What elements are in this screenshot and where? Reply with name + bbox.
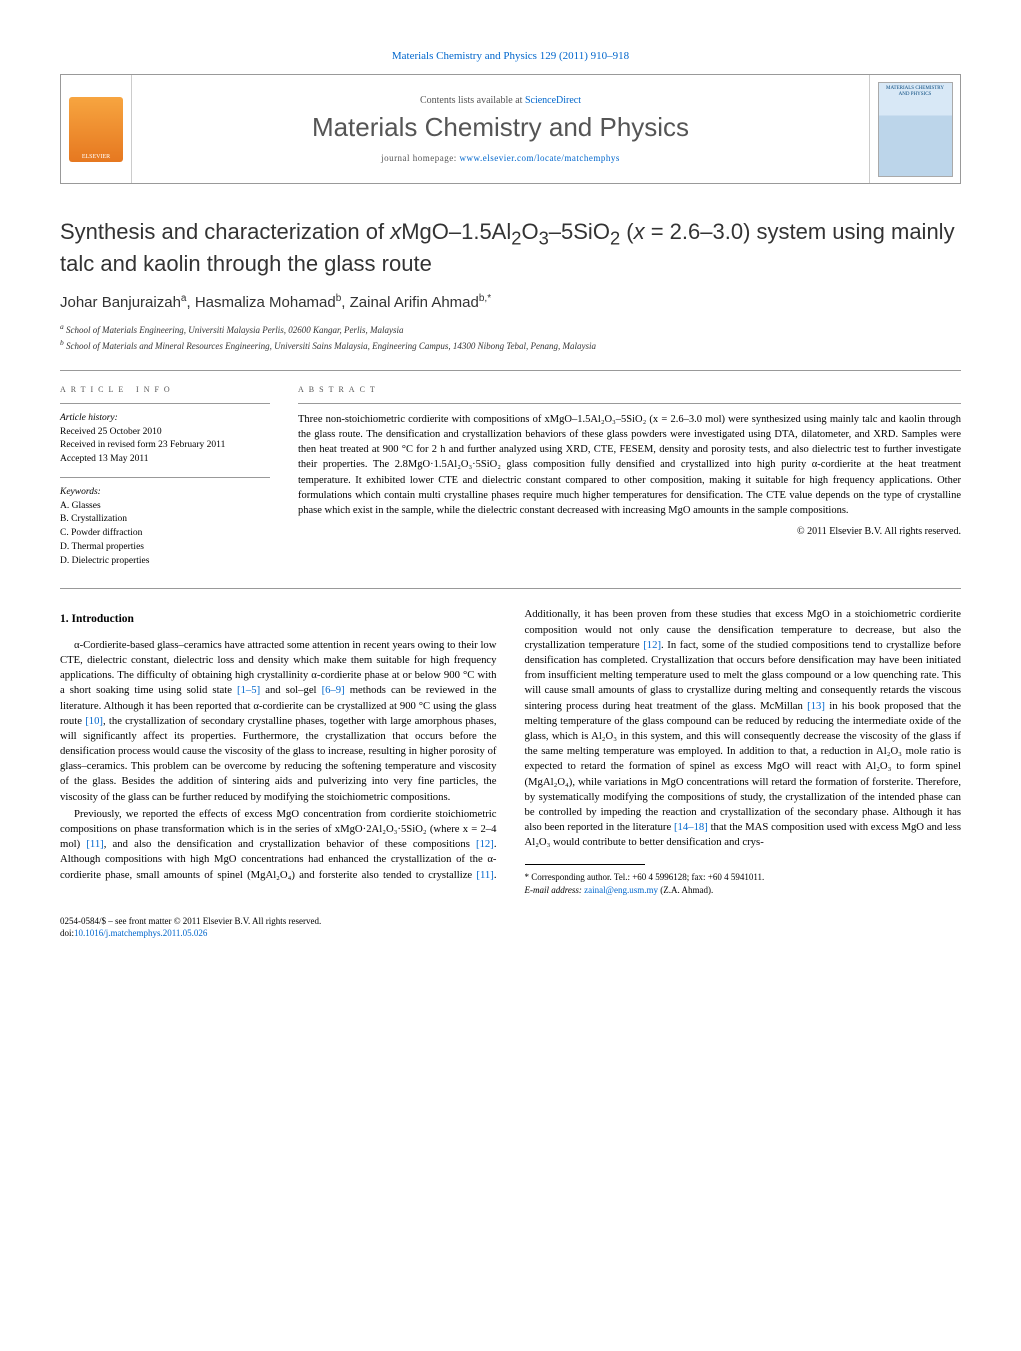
body-text: , the crystallization of secondary cryst… [60, 715, 497, 803]
journal-cover-thumbnail: MATERIALS CHEMISTRY AND PHYSICS [878, 82, 953, 177]
affiliation-text: School of Materials and Mineral Resource… [66, 341, 596, 351]
title-var-x: x [390, 219, 401, 244]
elsevier-logo: ELSEVIER [69, 97, 123, 162]
body-two-column: 1. Introduction α-Cordierite-based glass… [60, 607, 961, 896]
affiliations-block: a School of Materials Engineering, Unive… [60, 321, 961, 354]
keyword-item: A. Glasses [60, 500, 270, 514]
history-label: Article history: [60, 412, 270, 426]
authors-line: Johar Banjuraizaha, Hasmaliza Mohamadb, … [60, 293, 961, 311]
title-text: –5SiO [549, 219, 610, 244]
body-text: behavior of these compositions [326, 838, 476, 850]
date-revised: Received in revised form 23 February 201… [60, 439, 270, 453]
doi-line: doi:10.1016/j.matchemphys.2011.05.026 [60, 927, 961, 940]
divider [60, 477, 270, 478]
keyword-item: C. Powder diffraction [60, 527, 270, 541]
doi-link[interactable]: 10.1016/j.matchemphys.2011.05.026 [74, 928, 207, 938]
title-var-x: x [634, 219, 645, 244]
author-affil-marker: a [181, 293, 187, 304]
keyword-item: B. Crystallization [60, 513, 270, 527]
article-history: Article history: Received 25 October 201… [60, 412, 270, 467]
journal-title: Materials Chemistry and Physics [312, 112, 689, 143]
author-name: Hasmaliza Mohamad [195, 294, 336, 311]
corresponding-marker: * [487, 293, 491, 304]
abstract-header: abstract [298, 383, 961, 395]
keywords-label: Keywords: [60, 486, 270, 500]
corresponding-author-footnote: * Corresponding author. Tel.: +60 4 5996… [525, 871, 962, 896]
abstract-text: Three non-stoichiometric cordierite with… [298, 412, 961, 519]
title-sub: 2 [511, 227, 521, 248]
title-text: O [521, 219, 538, 244]
title-sub: 2 [610, 227, 620, 248]
divider [60, 370, 961, 371]
reference-link[interactable]: [10] [85, 715, 103, 727]
author-affil-marker: b [336, 293, 342, 304]
keyword-item: D. Dielectric properties [60, 555, 270, 569]
journal-header-box: ELSEVIER Contents lists available at Sci… [60, 74, 961, 184]
section-heading-introduction: 1. Introduction [60, 611, 497, 627]
email-name: (Z.A. Ahmad). [658, 885, 713, 895]
affiliation-text: School of Materials Engineering, Univers… [66, 325, 403, 335]
affiliation-b: b School of Materials and Mineral Resour… [60, 337, 961, 354]
corresponding-text: Corresponding author. Tel.: +60 4 599612… [529, 872, 764, 882]
page-footer: 0254-0584/$ – see front matter © 2011 El… [60, 915, 961, 940]
page-container: Materials Chemistry and Physics 129 (201… [0, 0, 1021, 980]
reference-link[interactable]: [11] [86, 838, 103, 850]
homepage-line: journal homepage: www.elsevier.com/locat… [381, 153, 620, 163]
article-title: Synthesis and characterization of xMgO–1… [60, 218, 961, 279]
article-info-column: article info Article history: Received 2… [60, 383, 270, 569]
sciencedirect-link[interactable]: ScienceDirect [525, 95, 581, 106]
divider [60, 588, 961, 589]
front-matter-line: 0254-0584/$ – see front matter © 2011 El… [60, 915, 961, 928]
cover-thumbnail-container: MATERIALS CHEMISTRY AND PHYSICS [870, 75, 960, 183]
abstract-column: abstract Three non-stoichiometric cordie… [298, 383, 961, 569]
article-info-header: article info [60, 383, 270, 395]
title-text: ( [620, 219, 633, 244]
title-text: MgO–1.5Al [401, 219, 511, 244]
homepage-prefix: journal homepage: [381, 153, 459, 163]
reference-link[interactable]: [11] [476, 869, 493, 881]
body-paragraph: α-Cordierite-based glass–ceramics have a… [60, 638, 497, 805]
reference-link[interactable]: [14–18] [674, 821, 708, 833]
contents-available-line: Contents lists available at ScienceDirec… [420, 95, 581, 106]
publisher-logo-container: ELSEVIER [61, 75, 131, 183]
footnote-separator [525, 864, 645, 865]
journal-citation-line: Materials Chemistry and Physics 129 (201… [60, 50, 961, 62]
affiliation-a: a School of Materials Engineering, Unive… [60, 321, 961, 338]
keyword-item: D. Thermal properties [60, 541, 270, 555]
reference-link[interactable]: [12] [643, 639, 661, 651]
author-name: Johar Banjuraizah [60, 294, 181, 311]
body-text: in his book proposed that the melting te… [525, 700, 962, 834]
corresponding-email-link[interactable]: zainal@eng.usm.my [584, 885, 658, 895]
header-center-panel: Contents lists available at ScienceDirec… [131, 75, 870, 183]
reference-link[interactable]: [6–9] [322, 684, 345, 696]
keywords-block: Keywords: A. Glasses B. Crystallization … [60, 486, 270, 569]
author-affil-marker: b, [479, 293, 487, 304]
info-abstract-row: article info Article history: Received 2… [60, 383, 961, 569]
divider [60, 403, 270, 404]
date-received: Received 25 October 2010 [60, 426, 270, 440]
homepage-link[interactable]: www.elsevier.com/locate/matchemphys [460, 153, 620, 163]
body-text: and sol–gel [260, 684, 321, 696]
title-text: Synthesis and characterization of [60, 219, 390, 244]
contents-prefix: Contents lists available at [420, 95, 525, 106]
reference-link[interactable]: [1–5] [237, 684, 260, 696]
reference-link[interactable]: [13] [807, 700, 825, 712]
reference-link[interactable]: [12] [476, 838, 494, 850]
email-label: E-mail address: [525, 885, 585, 895]
body-text: , and also the densification and crystal… [104, 838, 320, 850]
divider [298, 403, 961, 404]
date-accepted: Accepted 13 May 2011 [60, 453, 270, 467]
doi-prefix: doi: [60, 928, 74, 938]
abstract-copyright: © 2011 Elsevier B.V. All rights reserved… [298, 526, 961, 537]
author-name: Zainal Arifin Ahmad [350, 294, 479, 311]
title-sub: 3 [539, 227, 549, 248]
